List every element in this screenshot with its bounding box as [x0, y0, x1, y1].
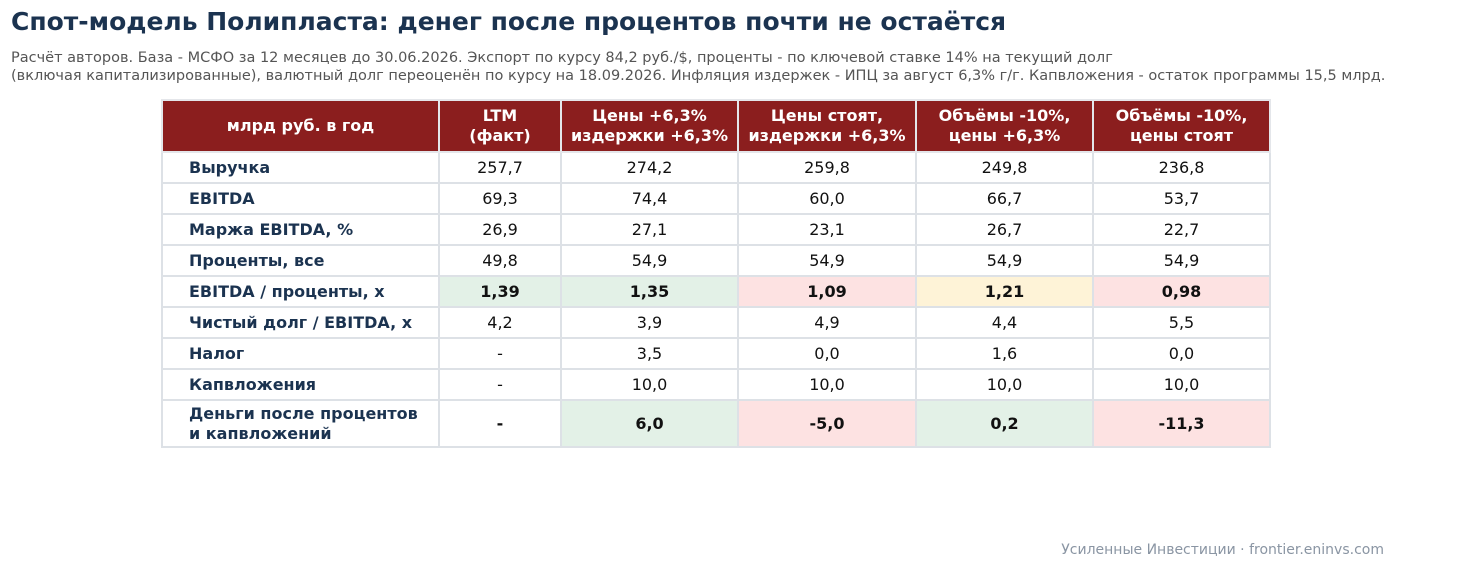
table-cell: 10,0 — [1092, 368, 1271, 401]
table-cell: 4,4 — [915, 306, 1094, 339]
table-cell: 4,9 — [737, 306, 917, 339]
subtitle-line: (включая капитализированные), валютный д… — [11, 68, 1386, 84]
column-header: Цены +6,3% издержки +6,3% — [560, 99, 739, 153]
table-cell: 0,0 — [1092, 337, 1271, 370]
table-cell: 3,5 — [560, 337, 739, 370]
table-cell: 26,7 — [915, 213, 1094, 246]
table-row: EBITDA 69,3 74,4 60,0 66,7 53,7 — [161, 182, 1271, 215]
table-row: Маржа EBITDA, % 26,9 27,1 23,1 26,7 22,7 — [161, 213, 1271, 246]
row-label: Выручка — [161, 151, 440, 184]
table-cell: 66,7 — [915, 182, 1094, 215]
table-row: Чистый долг / EBITDA, x 4,2 3,9 4,9 4,4 5,5 — [161, 306, 1271, 339]
row-label: Чистый долг / EBITDA, x — [161, 306, 440, 339]
table-cell: 5,5 — [1092, 306, 1271, 339]
table-cell: 274,2 — [560, 151, 739, 184]
table-cell: 54,9 — [1092, 244, 1271, 277]
table-cell: 1,39 — [438, 275, 562, 308]
table-cell: 23,1 — [737, 213, 917, 246]
row-label: Проценты, все — [161, 244, 440, 277]
table-cell: 1,21 — [915, 275, 1094, 308]
table-cell: 10,0 — [560, 368, 739, 401]
subtitle: Расчёт авторов. База - МСФО за 12 месяце… — [11, 49, 1385, 85]
footer: Усиленные Инвестиции · frontier.eninvs.c… — [1061, 542, 1384, 558]
subtitle-line: Расчёт авторов. База - МСФО за 12 месяце… — [11, 50, 1113, 66]
table-cell: 1,35 — [560, 275, 739, 308]
table-cell: 0,98 — [1092, 275, 1271, 308]
column-header: Объёмы -10%, цены стоят — [1092, 99, 1271, 153]
table-cell: 10,0 — [737, 368, 917, 401]
table-cell: - — [438, 337, 562, 370]
table-cell: 74,4 — [560, 182, 739, 215]
title: Спот-модель Полипласта: денег после проц… — [11, 7, 1007, 36]
table-cell: -11,3 — [1092, 399, 1271, 448]
header-row: млрд руб. в год LTM (факт) Цены +6,3% изде… — [161, 99, 1271, 153]
table-row: Деньги после процентов и капвложений -6,0… — [161, 399, 1271, 448]
column-header: Объёмы -10%, цены +6,3% — [915, 99, 1094, 153]
table-cell: 26,9 — [438, 213, 562, 246]
table-cell: - — [438, 399, 562, 448]
table-row: Выручка 257,7 274,2 259,8 249,8 236,8 — [161, 151, 1271, 184]
table-cell: - — [438, 368, 562, 401]
table-cell: 6,0 — [560, 399, 739, 448]
table-cell: 4,2 — [438, 306, 562, 339]
table-cell: 1,09 — [737, 275, 917, 308]
table-cell: 27,1 — [560, 213, 739, 246]
table-cell: 3,9 — [560, 306, 739, 339]
column-header: Цены стоят, издержки +6,3% — [737, 99, 917, 153]
column-header: LTM (факт) — [438, 99, 562, 153]
table-cell: 1,6 — [915, 337, 1094, 370]
table-cell: 259,8 — [737, 151, 917, 184]
row-label: EBITDA — [161, 182, 440, 215]
table-cell: 49,8 — [438, 244, 562, 277]
table-cell: -5,0 — [737, 399, 917, 448]
row-label: Налог — [161, 337, 440, 370]
table-cell: 54,9 — [560, 244, 739, 277]
table-cell: 257,7 — [438, 151, 562, 184]
column-header: млрд руб. в год — [161, 99, 440, 153]
table: млрд руб. в год LTM (факт) Цены +6,3% изде… — [161, 99, 1271, 448]
row-label: Маржа EBITDA, % — [161, 213, 440, 246]
table-cell: 54,9 — [737, 244, 917, 277]
table-row: Капвложения -10,0 10,0 10,0 10,0 — [161, 368, 1271, 401]
table-cell: 53,7 — [1092, 182, 1271, 215]
table-row: EBITDA / проценты, x 1,39 1,35 1,09 1,21 0,98 — [161, 275, 1271, 308]
table-row: Проценты, все 49,8 54,9 54,9 54,9 54,9 — [161, 244, 1271, 277]
table-row: Налог -3,5 0,0 1,6 0,0 — [161, 337, 1271, 370]
table-cell: 22,7 — [1092, 213, 1271, 246]
table-cell: 236,8 — [1092, 151, 1271, 184]
row-label: EBITDA / проценты, x — [161, 275, 440, 308]
table-cell: 249,8 — [915, 151, 1094, 184]
table-cell: 54,9 — [915, 244, 1094, 277]
table-cell: 69,3 — [438, 182, 562, 215]
table-cell: 10,0 — [915, 368, 1094, 401]
row-label: Деньги после процентов и капвложений — [161, 399, 440, 448]
table-cell: 0,0 — [737, 337, 917, 370]
row-label: Капвложения — [161, 368, 440, 401]
table-cell: 0,2 — [915, 399, 1094, 448]
table-cell: 60,0 — [737, 182, 917, 215]
table-body: Выручка 257,7 274,2 259,8 249,8 236,8 EBITDA 69… — [161, 151, 1271, 448]
